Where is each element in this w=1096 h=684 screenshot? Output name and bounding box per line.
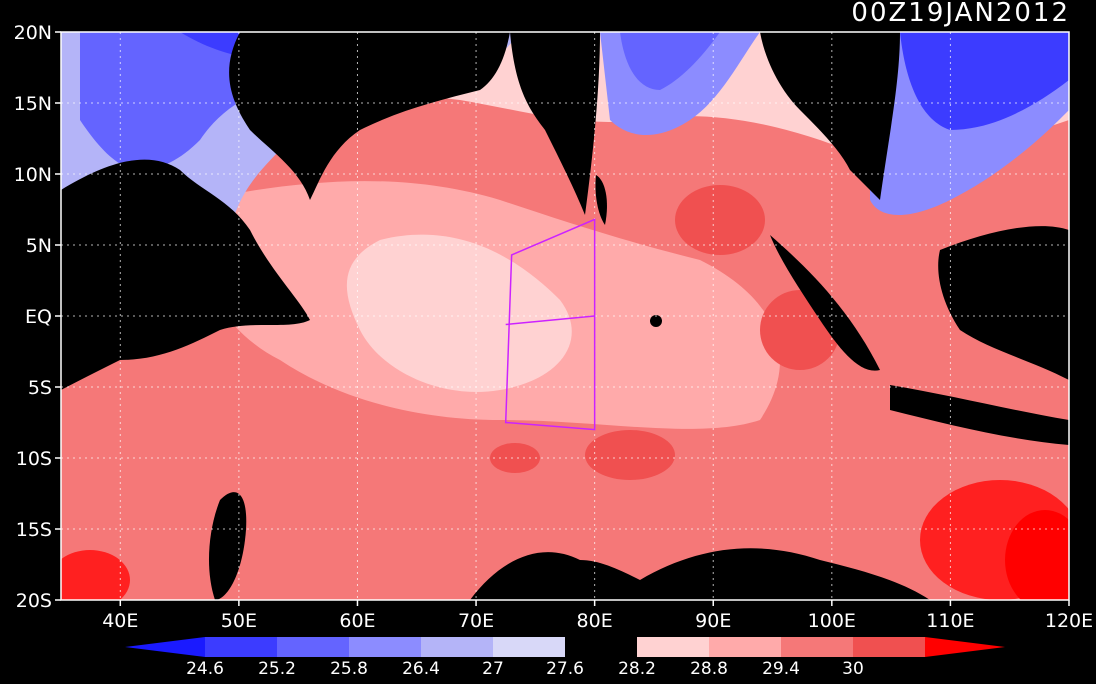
colorbar-box: [277, 637, 350, 657]
colorbar-box: [421, 637, 494, 657]
colorbar-box: [565, 637, 638, 657]
colorbar-label: 26.4: [402, 659, 440, 679]
colorbar-box: [853, 637, 926, 657]
colorbar-label: 29.4: [762, 659, 800, 679]
colorbar-label: 25.2: [258, 659, 296, 679]
lon-label: 120E: [1045, 610, 1093, 632]
lat-label: 5S: [28, 377, 52, 399]
colorbar-box: [781, 637, 854, 657]
lon-label: 50E: [221, 610, 257, 632]
map-title: 00Z19JAN2012: [851, 0, 1070, 28]
lon-label: 100E: [808, 610, 856, 632]
colorbar-box: [493, 637, 566, 657]
colorbar-box: [637, 637, 710, 657]
lat-label: 10S: [16, 448, 52, 470]
colorbar-label: 30: [842, 659, 864, 679]
colorbar-box: [349, 637, 422, 657]
lon-label: 60E: [339, 610, 375, 632]
lat-label: 15N: [14, 93, 52, 115]
region-box-divider: [505, 315, 595, 326]
region-box: [504, 218, 596, 431]
colorbar-arrow-high: [925, 637, 1005, 657]
colorbar-box: [205, 637, 278, 657]
colorbar-box: [709, 637, 782, 657]
lon-label: 90E: [695, 610, 731, 632]
axis-ticks: [55, 31, 1070, 606]
lat-label: 20N: [14, 22, 52, 44]
lat-label: 20S: [16, 590, 52, 612]
region-box-outline: [504, 218, 596, 431]
lon-label: 110E: [926, 610, 974, 632]
lat-label: 10N: [14, 164, 52, 186]
lat-label: 5N: [26, 235, 52, 257]
lon-label: 70E: [458, 610, 494, 632]
longitude-labels: 40E 50E 60E 70E 80E 90E 100E 110E 120E: [102, 610, 1093, 632]
lon-label: 40E: [102, 610, 138, 632]
latitude-labels: 20N 15N 10N 5N EQ 5S 10S 15S 20S: [14, 22, 52, 612]
lat-label: EQ: [25, 306, 52, 328]
colorbar-label: 27.6: [546, 659, 584, 679]
sst-field: [61, 32, 1069, 600]
colorbar-label: 27: [482, 659, 504, 679]
colorbar-label: 28.2: [618, 659, 656, 679]
colorbar-arrow-low: [125, 637, 205, 657]
colorbar-label: 28.8: [690, 659, 728, 679]
colorbar: 24.6 25.2 25.8 26.4 27 27.6 28.2 28.8 29.4 30: [125, 637, 1005, 679]
lon-label: 80E: [577, 610, 613, 632]
colorbar-label: 24.6: [186, 659, 224, 679]
lat-label: 15S: [16, 519, 52, 541]
colorbar-label: 25.8: [330, 659, 368, 679]
